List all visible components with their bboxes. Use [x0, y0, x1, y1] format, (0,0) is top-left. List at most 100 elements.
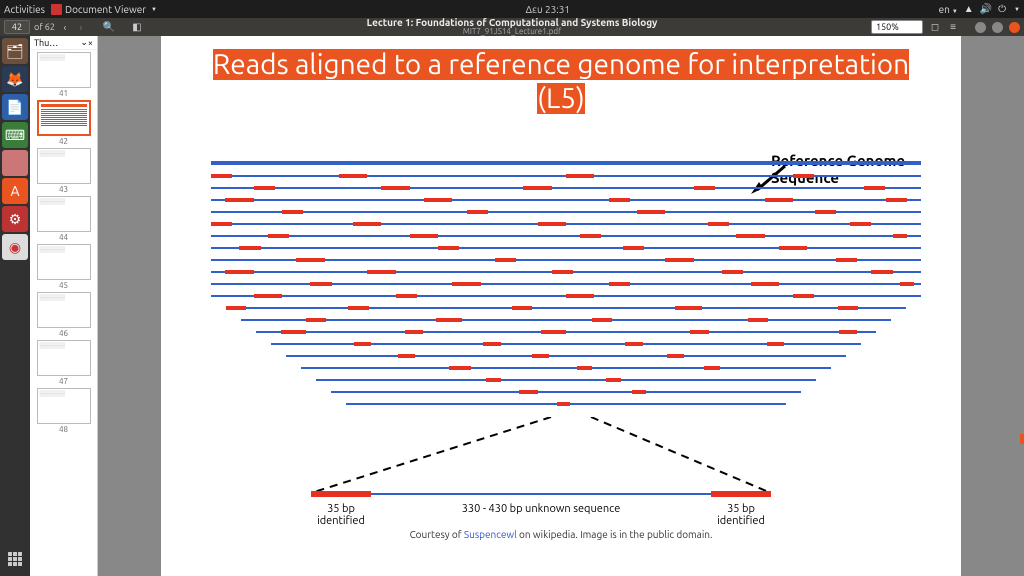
- prev-page-button[interactable]: ‹: [59, 21, 71, 33]
- dock-show-apps[interactable]: [2, 546, 28, 572]
- dock-terminal[interactable]: ⌨: [2, 122, 28, 148]
- read-end-marker: [625, 342, 643, 346]
- sidebar-toggle-icon[interactable]: ◧: [131, 21, 143, 33]
- read-line: [211, 199, 921, 201]
- zoom-select[interactable]: [871, 20, 923, 34]
- read-end-marker: [541, 330, 566, 334]
- search-icon[interactable]: 🔍: [103, 21, 115, 33]
- next-page-sliver: [1020, 434, 1024, 444]
- read-end-marker: [767, 342, 785, 346]
- chevron-down-icon: ▼: [1014, 6, 1020, 13]
- thumbnail-page[interactable]: ░░░░░░░░░░░░░░░░░░░░░░░░47: [36, 340, 92, 386]
- page-number-input[interactable]: [4, 20, 30, 34]
- read-line: [301, 367, 831, 369]
- app-menu[interactable]: Document Viewer ▼: [51, 4, 157, 15]
- page-viewport[interactable]: Reads aligned to a reference genome for …: [98, 36, 1024, 576]
- network-icon[interactable]: ▲: [964, 3, 974, 15]
- read-end-marker: [310, 282, 331, 286]
- main-area: Thu…⌄× ░░░░░░░░░░░░░░░░░░░░░░░░41 42 ░░░░░…: [30, 36, 1024, 576]
- thumb-number: 42: [59, 137, 68, 146]
- thumbnail-page[interactable]: ░░░░░░░░░░░░░░░░░░░░░░░░44: [36, 196, 92, 242]
- read-end-marker: [452, 282, 480, 286]
- image-credit: Courtesy of Suspencewl on wikipedia. Ima…: [191, 529, 931, 540]
- read-end-marker: [637, 210, 665, 214]
- lang-indicator[interactable]: en▼: [939, 4, 958, 15]
- dock-app2[interactable]: ◉: [2, 234, 28, 260]
- read-end-marker: [577, 366, 593, 370]
- read-end-marker: [353, 222, 381, 226]
- read-end-marker: [381, 186, 409, 190]
- thumbnail-sidebar: Thu…⌄× ░░░░░░░░░░░░░░░░░░░░░░░░41 42 ░░░░░…: [30, 36, 98, 576]
- thumbnail-page[interactable]: ░░░░░░░░░░░░░░░░░░░░░░░░43: [36, 148, 92, 194]
- dock-files[interactable]: 🗂: [2, 38, 28, 64]
- read-end-marker: [467, 210, 488, 214]
- read-end-marker: [838, 306, 858, 310]
- read-end-marker: [864, 186, 885, 190]
- read-end-marker: [765, 198, 793, 202]
- read-end-marker: [436, 318, 462, 322]
- read-line: [346, 403, 786, 405]
- volume-icon[interactable]: 🔊: [980, 3, 992, 15]
- thumbnail-page[interactable]: ░░░░░░░░░░░░░░░░░░░░░░░░41: [36, 52, 92, 98]
- read-line: [211, 283, 921, 285]
- read-end-marker: [552, 270, 573, 274]
- read-line: [211, 247, 921, 249]
- read-end-marker: [226, 306, 246, 310]
- dock-settings[interactable]: ⚙: [2, 206, 28, 232]
- document-toolbar: of 62 ‹ › 🔍 ◧ Lecture 1: Foundations of …: [0, 18, 1024, 36]
- thumb-number: 48: [59, 425, 68, 434]
- thumbnail-page[interactable]: ░░░░░░░░░░░░░░░░░░░░░░░░48: [36, 388, 92, 434]
- thumb-number: 44: [59, 233, 68, 242]
- dock-app1[interactable]: [2, 150, 28, 176]
- activities-button[interactable]: Activities: [4, 4, 45, 15]
- thumbnail-page[interactable]: 42: [36, 100, 92, 146]
- read-end-marker: [538, 222, 566, 226]
- read-line: [211, 175, 921, 177]
- dock-software[interactable]: A: [2, 178, 28, 204]
- dock-firefox[interactable]: 🦊: [2, 66, 28, 92]
- window-close-button[interactable]: [1009, 22, 1020, 33]
- read-end-marker: [254, 294, 282, 298]
- read-line: [226, 307, 906, 309]
- next-page-button[interactable]: ›: [75, 21, 87, 33]
- reference-line: [211, 161, 921, 165]
- thumbnail-page[interactable]: ░░░░░░░░░░░░░░░░░░░░░░░░46: [36, 292, 92, 338]
- read-end-marker: [281, 330, 306, 334]
- read-end-marker: [519, 390, 538, 394]
- read-end-marker: [339, 174, 367, 178]
- read-end-marker: [438, 246, 459, 250]
- read-end-marker: [592, 318, 612, 322]
- bookmark-icon[interactable]: ◻: [929, 21, 941, 33]
- thumb-preview: ░░░░░░░░░░░░░░░░░░░░░░░░: [37, 340, 91, 376]
- thumbnail-page[interactable]: ░░░░░░░░░░░░░░░░░░░░░░░░45: [36, 244, 92, 290]
- read-line: [286, 355, 846, 357]
- read-end-marker: [211, 174, 232, 178]
- read-end-marker: [850, 222, 871, 226]
- credit-link[interactable]: Suspencewl: [464, 529, 517, 540]
- read-end-marker: [839, 330, 858, 334]
- read-end-marker: [690, 330, 709, 334]
- read-end-marker: [225, 198, 253, 202]
- dock-libreoffice[interactable]: 📄: [2, 94, 28, 120]
- read-end-marker: [748, 318, 768, 322]
- read-end-marker: [296, 258, 324, 262]
- thumb-number: 47: [59, 377, 68, 386]
- read-end-marker: [566, 174, 594, 178]
- read-end-marker: [354, 342, 372, 346]
- thumbs-header[interactable]: Thu…⌄×: [30, 36, 97, 50]
- read-end-marker: [483, 342, 501, 346]
- read-end-marker: [532, 354, 549, 358]
- read-end-marker: [623, 246, 644, 250]
- read-end-marker: [751, 282, 779, 286]
- launcher-dock: 🗂 🦊 📄 ⌨ A ⚙ ◉: [0, 36, 30, 576]
- read-end-marker: [708, 222, 729, 226]
- clock[interactable]: Δευ 23:31: [157, 4, 939, 15]
- menu-icon[interactable]: ≡: [947, 21, 959, 33]
- read-end-marker: [886, 198, 907, 202]
- window-minimize-button[interactable]: [975, 22, 986, 33]
- read-end-marker: [282, 210, 303, 214]
- power-icon[interactable]: ⏻: [998, 3, 1006, 15]
- read-line: [211, 223, 921, 225]
- window-maximize-button[interactable]: [992, 22, 1003, 33]
- read-end-marker: [779, 246, 807, 250]
